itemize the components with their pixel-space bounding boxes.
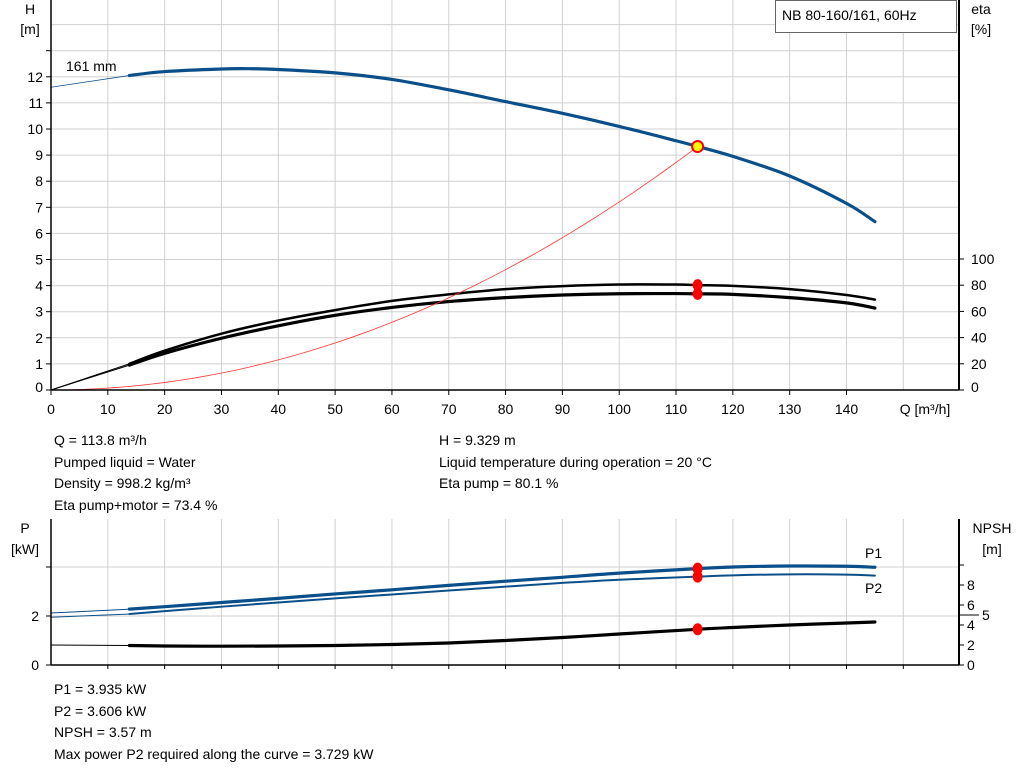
results-right: H = 9.329 m Liquid temperature during op…	[439, 430, 712, 495]
y-tick-label: 10	[27, 121, 43, 137]
x-tick-label: 0	[47, 401, 55, 417]
y-tick-label: 7	[35, 199, 43, 215]
bottom-grid	[51, 519, 959, 665]
x-tick-label: 10	[100, 401, 116, 417]
axes	[46, 0, 979, 669]
y-axis-unit: [m]	[20, 21, 39, 37]
result-max-p2: Max power P2 required along the curve = …	[54, 745, 374, 762]
duty-point-marker	[692, 570, 703, 583]
y2-axis-unit: [%]	[971, 21, 991, 37]
y-tick-label: 4	[35, 278, 43, 294]
x-tick-label: 130	[778, 401, 802, 417]
y2-axis-label: eta	[971, 1, 991, 17]
npsh-tick-label: 4	[967, 617, 975, 633]
npsh-axis-label: NPSH	[973, 520, 1012, 536]
result-head: H = 9.329 m	[439, 432, 516, 448]
x-tick-label: 50	[327, 401, 343, 417]
y2-tick-label: 100	[971, 251, 995, 267]
y-tick-label: 12	[27, 69, 43, 85]
results-left: Q = 113.8 m³/h Pumped liquid = Water Den…	[54, 430, 217, 516]
npsh-tick-label: 6	[967, 597, 975, 613]
x-axis-label: Q [m³/h]	[900, 401, 951, 417]
p-tick-label: 2	[31, 608, 39, 624]
y2-tick-label: 20	[971, 356, 987, 372]
operating-point-marker	[691, 140, 705, 154]
result-liquid: Pumped liquid = Water	[54, 453, 196, 470]
x-tick-label: 100	[608, 401, 632, 417]
title-box	[775, 0, 957, 33]
head-curve	[127, 67, 877, 224]
x-tick-label: 40	[270, 401, 286, 417]
y-tick-label: 8	[35, 173, 43, 189]
p1-series-label: P1	[865, 545, 882, 561]
eta-pump-curve	[128, 283, 877, 366]
result-p2: P2 = 3.606 kW	[54, 702, 147, 719]
y-tick-label: 6	[35, 225, 43, 241]
x-tick-label: 30	[214, 401, 230, 417]
y-tick-label: 0	[35, 379, 43, 395]
impeller-diameter-label: 161 mm	[66, 58, 117, 74]
P1-curve	[127, 564, 877, 611]
y2-tick-label: 80	[971, 277, 987, 293]
y-tick-label: 1	[35, 356, 43, 372]
head-curve-extension	[50, 75, 130, 88]
P2-curve	[128, 573, 876, 616]
p-axis-unit: [kW]	[11, 541, 39, 557]
y-axis-label: H	[25, 1, 35, 17]
x-tick-label: 120	[721, 401, 745, 417]
y-tick-label: 9	[35, 147, 43, 163]
result-temperature: Liquid temperature during operation = 20…	[439, 453, 712, 470]
x-tick-label: 80	[498, 401, 514, 417]
p2-series-label: P2	[865, 580, 882, 596]
duty-point-marker	[692, 623, 703, 636]
y-tick-label: 11	[28, 95, 43, 111]
NPSH-curve-extension	[50, 644, 130, 646]
npsh-axis-unit: [m]	[982, 541, 1001, 557]
top-grid	[51, 0, 959, 390]
result-p1: P1 = 3.935 kW	[54, 681, 147, 697]
result-eta-pump: Eta pump = 80.1 %	[439, 475, 559, 491]
npsh-tick-label: 5	[982, 607, 990, 623]
y2-tick-label: 60	[971, 303, 987, 319]
p-axis-label: P	[20, 520, 29, 536]
NPSH-curve	[127, 620, 877, 648]
x-tick-label: 20	[157, 401, 173, 417]
P1-curve-extension	[50, 608, 130, 614]
x-tick-label: 70	[441, 401, 457, 417]
result-eta-pump-motor: Eta pump+motor = 73.4 %	[54, 496, 218, 513]
x-tick-label: 60	[384, 401, 400, 417]
eta-pump-motor-curve-extension	[50, 364, 130, 391]
system-curve	[50, 146, 698, 391]
y2-tick-label: 40	[971, 330, 987, 346]
chart-title: NB 80-160/161, 60Hz	[782, 7, 917, 23]
results-power: P1 = 3.935 kW P2 = 3.606 kW NPSH = 3.57 …	[54, 679, 373, 765]
npsh-tick-label: 2	[967, 637, 975, 653]
result-flow: Q = 113.8 m³/h	[54, 432, 147, 448]
eta-pump-motor-curve	[127, 291, 877, 367]
y-tick-label: 5	[35, 252, 43, 268]
result-npsh: NPSH = 3.57 m	[54, 724, 152, 740]
npsh-tick-label: 0	[967, 657, 975, 673]
x-tick-label: 110	[665, 401, 688, 417]
x-tick-label: 90	[555, 401, 571, 417]
y-tick-label: 2	[35, 330, 43, 346]
duty-point-marker	[692, 287, 703, 300]
x-tick-label: 140	[835, 401, 859, 417]
y2-tick-label: 0	[971, 379, 979, 395]
result-density: Density = 998.2 kg/m³	[54, 475, 191, 491]
y-tick-label: 3	[35, 304, 43, 320]
P2-curve-extension	[50, 613, 130, 618]
duty-point-marker	[692, 279, 703, 292]
npsh-tick-label: 8	[967, 577, 975, 593]
curves	[50, 67, 877, 648]
p-tick-label: 0	[31, 657, 39, 673]
